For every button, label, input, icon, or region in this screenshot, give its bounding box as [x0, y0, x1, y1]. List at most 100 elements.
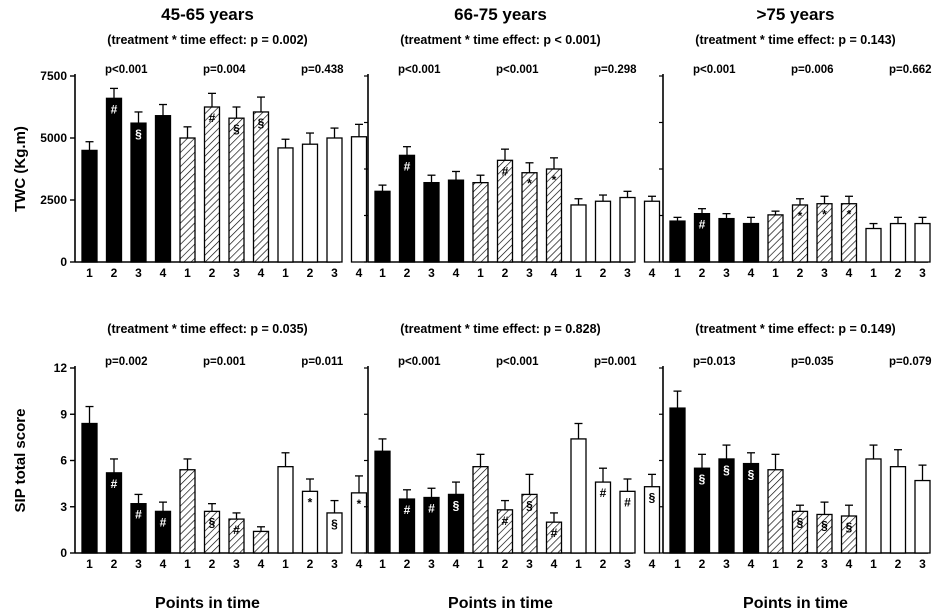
x-tick-label: 2 — [699, 266, 706, 280]
bar — [742, 222, 760, 263]
p-value-label: p=0.011 — [301, 356, 343, 368]
significance-mark: * — [847, 208, 852, 222]
x-tick-label: 4 — [356, 266, 363, 280]
significance-mark: # — [600, 486, 607, 500]
bar — [374, 190, 391, 263]
x-tick-label: 1 — [870, 557, 877, 571]
significance-mark: § — [209, 515, 216, 529]
y-tick-label: 3 — [60, 500, 67, 514]
bar-group-3: p=0.438 1 2 3 4 — [277, 64, 368, 280]
p-value-label: p=0.002 — [105, 356, 148, 368]
x-tick-label: 3 — [919, 557, 926, 571]
significance-mark: * — [798, 209, 803, 223]
significance-mark: § — [258, 116, 265, 130]
significance-mark: § — [453, 498, 460, 512]
significance-mark: § — [699, 472, 706, 486]
panel-subtitle: (treatment * time effect: p = 0.002) — [107, 33, 307, 47]
bar — [252, 530, 270, 554]
p-value-label: p=0.013 — [693, 356, 736, 368]
significance-mark: * — [552, 173, 557, 187]
significance-mark: # — [135, 508, 142, 522]
x-tick-label: 3 — [135, 557, 142, 571]
bar — [914, 222, 931, 263]
bar — [718, 458, 735, 554]
x-tick-label: 2 — [502, 266, 509, 280]
x-axis-label: Points in time — [743, 595, 848, 612]
significance-mark: # — [111, 102, 118, 116]
bar-group-3: p=0.0791234 — [865, 356, 932, 571]
x-tick-label: 4 — [551, 557, 558, 571]
bar — [693, 467, 711, 554]
p-value-label: p<0.001 — [398, 356, 441, 368]
bar — [203, 510, 221, 554]
x-tick-label: 1 — [282, 266, 289, 280]
bar-group-2: p=0.035 1 § 2 § 3 § 4 — [767, 356, 858, 571]
bar — [326, 137, 343, 263]
bar — [521, 493, 538, 554]
bar — [105, 472, 123, 554]
bar — [277, 466, 294, 554]
x-tick-label: 3 — [723, 266, 730, 280]
bar-group-2: p=0.006 1 * 2 * 3 * 4 — [767, 64, 858, 280]
bar — [326, 512, 343, 554]
significance-mark: § — [797, 515, 804, 529]
y-tick-label: 0 — [60, 546, 67, 560]
x-tick-label: 4 — [649, 266, 656, 280]
x-tick-label: 2 — [307, 266, 314, 280]
y-tick-label: 2500 — [40, 193, 67, 207]
x-tick-label: 1 — [184, 557, 191, 571]
bar — [374, 450, 391, 554]
p-value-label: p<0.001 — [496, 356, 539, 368]
x-tick-label: 1 — [575, 266, 582, 280]
x-axis-label: Points in time — [448, 595, 553, 612]
bar — [154, 510, 172, 554]
bar — [154, 115, 172, 263]
x-tick-label: 1 — [772, 557, 779, 571]
significance-mark: # — [209, 111, 216, 125]
bar-group-2: p=0.001 1 § 2 #3 4 — [179, 356, 270, 571]
x-tick-label: 2 — [209, 557, 216, 571]
x-tick-label: 2 — [111, 557, 118, 571]
x-tick-label: 1 — [86, 266, 93, 280]
x-tick-label: 2 — [111, 266, 118, 280]
bar — [594, 481, 612, 554]
p-value-label: p=0.006 — [791, 64, 834, 76]
x-tick-label: 2 — [209, 266, 216, 280]
bar — [496, 509, 514, 554]
bar-group-1: p=0.013 1 § 2 § 3 § 4 — [669, 356, 760, 571]
bar — [423, 496, 440, 554]
bar-group-3: p=0.298 1 2 3 4 — [570, 64, 661, 280]
bar — [643, 486, 661, 554]
chart-panel-1: 45-65 years (treatment * time effect: p =… — [12, 5, 368, 280]
x-tick-label: 1 — [870, 266, 877, 280]
bar — [252, 111, 270, 263]
x-tick-label: 3 — [821, 266, 828, 280]
chart-panel-5: (treatment * time effect: p = 0.828) Poin… — [364, 322, 661, 612]
bar — [914, 479, 931, 554]
p-value-label: p=0.438 — [301, 64, 344, 76]
bar — [423, 181, 440, 263]
panel-title: >75 years — [757, 5, 835, 24]
p-value-label: p<0.001 — [693, 64, 736, 76]
significance-mark: * — [527, 177, 532, 191]
x-tick-label: 3 — [135, 266, 142, 280]
chart-panel-4: (treatment * time effect: p = 0.035) 0 3 6 9… — [12, 322, 368, 612]
bar-group-1: p<0.001 1 #2 § 3 4 — [81, 64, 172, 280]
bar — [472, 466, 489, 554]
bar-group-1: p=0.002 1 #2 #3 #4 — [81, 356, 172, 571]
bar — [521, 172, 538, 263]
p-value-label: p=0.001 — [594, 356, 637, 368]
significance-mark: # — [624, 495, 631, 509]
bar — [545, 521, 563, 554]
bar — [619, 490, 636, 554]
bar — [447, 179, 465, 263]
significance-mark: # — [502, 514, 509, 528]
x-tick-label: 4 — [649, 557, 656, 571]
x-tick-label: 2 — [502, 557, 509, 571]
x-tick-label: 1 — [772, 266, 779, 280]
bar-group-2: p<0.001 1 #2 § 3 #4 — [472, 356, 563, 571]
x-tick-label: 3 — [723, 557, 730, 571]
x-tick-label: 2 — [307, 557, 314, 571]
y-tick-label: 0 — [60, 255, 67, 269]
bar — [643, 200, 661, 263]
